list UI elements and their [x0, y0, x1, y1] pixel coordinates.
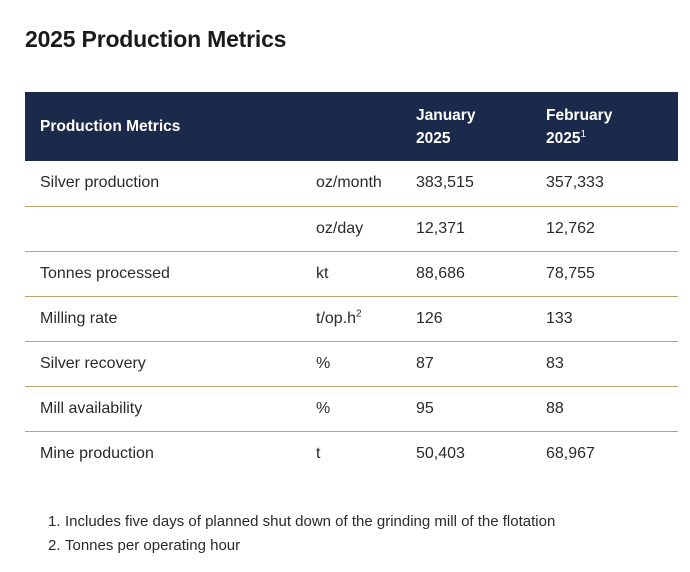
row-unit: t [316, 444, 321, 462]
row-january-value: 383,515 [416, 161, 546, 207]
row-january-value: 12,371 [416, 206, 546, 252]
footnote-number: 2. [48, 537, 61, 554]
page-title: 2025 Production Metrics [25, 26, 287, 52]
footnote-item: 1. Includes five days of planned shut dow… [48, 510, 555, 534]
footnote-ref-2: 2 [356, 308, 362, 320]
row-metric: Tonnes processed [25, 251, 316, 297]
row-metric: Mine production [40, 444, 154, 462]
row-february-value: 12,762 [546, 206, 678, 252]
row-january-value: 126 [416, 296, 546, 342]
production-metrics-table: Production Metrics January 2025 February… [25, 92, 678, 476]
header-february-line1: February [546, 106, 613, 124]
row-metric: Milling rate [25, 296, 316, 342]
footnote-item: 2. Tonnes per operating hour [48, 534, 555, 558]
row-metric: Silver production [25, 161, 316, 207]
footnote-text: Tonnes per operating hour [65, 537, 241, 554]
row-unit: % [316, 386, 416, 432]
row-unit: t/op.h2 [316, 296, 416, 342]
table-row: Milling rate t/op.h2 126 133 [25, 296, 678, 342]
row-february-value: 357,333 [546, 161, 678, 207]
row-january-value: 88,686 [416, 251, 546, 297]
footnote-number: 1. [48, 513, 61, 530]
row-unit: oz/month [316, 161, 416, 207]
table-header-row: Production Metrics January 2025 February… [25, 92, 678, 161]
table-row: Mine production t 50,403 68,967 [25, 431, 678, 476]
table-row: oz/day 12,371 12,762 [25, 206, 678, 252]
header-metric: Production Metrics [40, 118, 181, 135]
header-january-2025: January 2025 [416, 92, 546, 161]
row-february-value: 78,755 [546, 251, 678, 297]
table-row: Silver recovery % 87 83 [25, 341, 678, 387]
header-january-line1: January [416, 106, 476, 124]
table-row: Tonnes processed kt 88,686 78,755 [25, 251, 678, 297]
header-unit [316, 92, 416, 161]
header-february-line2: 2025 [546, 129, 581, 147]
table-row: Mill availability % 95 88 [25, 386, 678, 432]
row-february-value: 133 [546, 296, 678, 342]
row-february-value: 83 [546, 341, 678, 387]
footnote-ref-1: 1 [580, 128, 587, 140]
row-february-value: 68,967 [546, 444, 595, 462]
row-metric: Mill availability [25, 386, 316, 432]
table-row: Silver production oz/month 383,515 357,3… [25, 161, 678, 207]
row-january-value: 95 [416, 386, 546, 432]
header-january-line2: 2025 [416, 129, 451, 147]
row-unit: % [316, 341, 416, 387]
row-unit: oz/day [316, 206, 416, 252]
header-february-2025: February 20251 [546, 92, 678, 161]
row-january-value: 87 [416, 341, 546, 387]
row-unit: kt [316, 251, 416, 297]
row-february-value: 88 [546, 386, 678, 432]
row-metric: Silver recovery [25, 341, 316, 387]
footnotes-list: 1. Includes five days of planned shut dow… [48, 510, 555, 558]
row-unit-text: t/op.h [316, 309, 357, 327]
row-january-value: 50,403 [416, 444, 465, 462]
footnote-text: Includes five days of planned shut down … [65, 513, 556, 530]
row-metric [25, 206, 316, 252]
